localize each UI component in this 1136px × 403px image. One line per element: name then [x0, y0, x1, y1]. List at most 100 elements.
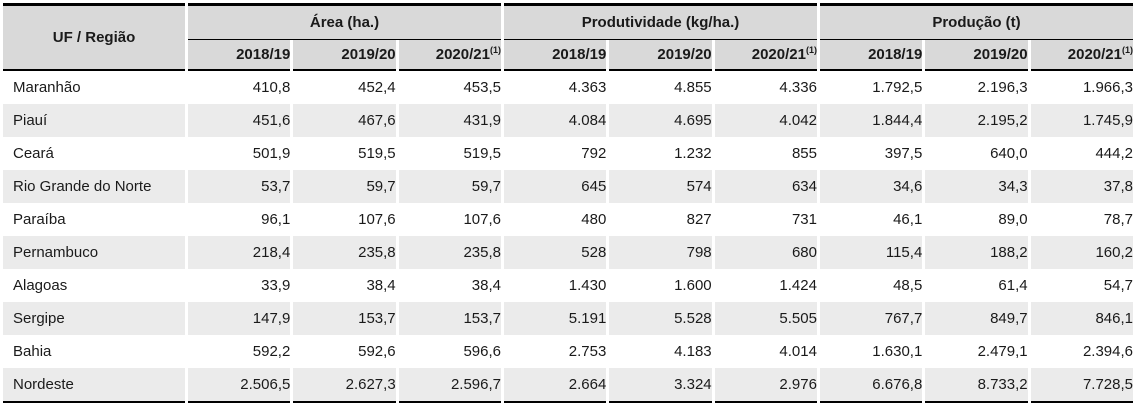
value-cell: 7.728,5 [1030, 368, 1133, 403]
season-header: 2019/20 [293, 40, 396, 71]
value-cell: 34,3 [998, 178, 1028, 195]
footnote-marker: (1) [1122, 45, 1133, 55]
value-cell: 501,9 [252, 145, 291, 162]
value-cell: 4.336 [779, 79, 817, 96]
value-cell: 2.627,3 [293, 368, 396, 403]
value-cell: 452,4 [358, 79, 396, 96]
table-row: Rio Grande do Norte 53,7 59,7 59,7 645 574 634… [3, 170, 1133, 203]
season-header: 2019/20 [609, 40, 712, 71]
table-row: Piauí 451,6 467,6 431,9 4.084 4.695 4.042 1.844… [3, 104, 1133, 137]
value-cell: 4.363 [568, 79, 607, 96]
value-cell: 2.753 [568, 343, 607, 360]
value-cell: 37,8 [1103, 178, 1133, 195]
value-cell: 467,6 [358, 112, 396, 129]
value-cell: 2.976 [714, 368, 817, 403]
table-row: Bahia 592,2 592,6 596,6 2.753 4.183 4.014 1.630… [3, 335, 1133, 368]
value-cell: 2.196,3 [977, 79, 1028, 96]
value-cell: 480 [581, 211, 607, 228]
value-cell: 519,5 [358, 145, 396, 162]
value-cell: 1.745,9 [1082, 112, 1133, 129]
value-cell: 451,6 [252, 112, 291, 129]
value-cell: 5.191 [568, 310, 607, 327]
footnote-marker: (1) [805, 45, 817, 55]
value-cell: 397,5 [884, 145, 923, 162]
season-header: 2018/19 [819, 40, 923, 71]
value-cell: 5.505 [779, 310, 817, 327]
value-cell: 574 [686, 178, 712, 195]
value-cell: 792 [581, 145, 607, 162]
season-header-row: 2018/19 2019/20 2020/21(1) 2018/19 2019/20 20… [3, 40, 1133, 71]
table-row: Paraíba 96,1 107,6 107,6 480 827 731 46,1 89,0 78… [3, 203, 1133, 236]
value-cell: 34,6 [893, 178, 923, 195]
region-label: Paraíba [13, 211, 66, 228]
table-header: UF / Região Área (ha.) Produtividade (kg… [3, 3, 1133, 71]
value-cell: 78,7 [1103, 211, 1133, 228]
value-cell: 59,7 [471, 178, 501, 195]
value-cell: 592,2 [252, 343, 291, 360]
value-cell: 431,9 [463, 112, 501, 129]
value-cell: 8.733,2 [925, 368, 1028, 403]
value-cell: 115,4 [885, 244, 923, 261]
value-cell: 2.596,7 [398, 368, 501, 403]
value-cell: 1.232 [674, 145, 712, 162]
value-cell: 2.195,2 [977, 112, 1028, 129]
value-cell: 849,7 [990, 310, 1028, 327]
value-cell: 218,4 [252, 244, 291, 261]
value-cell: 1.966,3 [1082, 79, 1133, 96]
value-cell: 1.430 [568, 277, 607, 294]
value-cell: 528 [581, 244, 607, 261]
value-cell: 89,0 [998, 211, 1028, 228]
table-row: Nordeste 2.506,5 2.627,3 2.596,7 2.664 3.324 2… [3, 368, 1133, 403]
table-body: Maranhão 410,8 452,4 453,5 4.363 4.855 4.336 1.… [3, 71, 1133, 403]
value-cell: 54,7 [1103, 277, 1133, 294]
value-cell: 592,6 [358, 343, 396, 360]
value-cell: 4.183 [674, 343, 712, 360]
region-label: Rio Grande do Norte [13, 178, 152, 195]
value-cell: 59,7 [366, 178, 396, 195]
value-cell: 4.042 [779, 112, 817, 129]
value-cell: 48,5 [893, 277, 923, 294]
group-header-area: Área (ha.) [188, 3, 501, 40]
season-header: 2019/20 [925, 40, 1028, 71]
value-cell: 3.324 [609, 368, 712, 403]
value-cell: 846,1 [1095, 310, 1133, 327]
value-cell: 153,7 [463, 310, 501, 327]
value-cell: 38,4 [471, 277, 501, 294]
value-cell: 107,6 [463, 211, 501, 228]
value-cell: 444,2 [1095, 145, 1133, 162]
region-label: Alagoas [13, 277, 68, 294]
table-row: Ceará 501,9 519,5 519,5 792 1.232 855 397,5 640,… [3, 137, 1133, 170]
table-row: Alagoas 33,9 38,4 38,4 1.430 1.600 1.424 48,5 61… [3, 269, 1133, 302]
season-header: 2018/19 [188, 40, 291, 71]
value-cell: 634 [791, 178, 817, 195]
value-cell: 4.014 [779, 343, 817, 360]
value-cell: 1.424 [779, 277, 817, 294]
group-header-produtividade: Produtividade (kg/ha.) [503, 3, 817, 40]
table-row: Pernambuco 218,4 235,8 235,8 528 798 680 115,4 1… [3, 236, 1133, 269]
value-cell: 153,7 [358, 310, 396, 327]
value-cell: 798 [686, 244, 712, 261]
value-cell: 2.506,5 [188, 368, 291, 403]
value-cell: 1.600 [674, 277, 712, 294]
value-cell: 410,8 [252, 79, 291, 96]
season-header: 2020/21(1) [714, 40, 817, 71]
value-cell: 827 [686, 211, 712, 228]
season-header: 2018/19 [503, 40, 607, 71]
table-row: Maranhão 410,8 452,4 453,5 4.363 4.855 4.336 1.… [3, 71, 1133, 104]
value-cell: 33,9 [261, 277, 291, 294]
corner-header: UF / Região [3, 3, 185, 71]
value-cell: 2.394,6 [1082, 343, 1133, 360]
value-cell: 38,4 [366, 277, 396, 294]
season-header: 2020/21(1) [1030, 40, 1133, 71]
value-cell: 1.792,5 [872, 79, 923, 96]
value-cell: 147,9 [252, 310, 291, 327]
value-cell: 2.664 [503, 368, 607, 403]
value-cell: 160,2 [1095, 244, 1133, 261]
value-cell: 596,6 [463, 343, 501, 360]
value-cell: 453,5 [463, 79, 501, 96]
value-cell: 640,0 [990, 145, 1028, 162]
value-cell: 4.695 [674, 112, 712, 129]
group-header-row: UF / Região Área (ha.) Produtividade (kg… [3, 3, 1133, 71]
value-cell: 4.855 [674, 79, 712, 96]
